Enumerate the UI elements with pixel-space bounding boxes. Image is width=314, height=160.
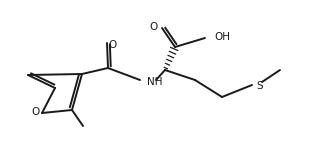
Text: OH: OH (214, 32, 230, 42)
Text: O: O (109, 40, 117, 50)
Text: NH: NH (147, 77, 163, 87)
Text: S: S (256, 81, 263, 91)
Text: O: O (150, 22, 158, 32)
Text: O: O (31, 107, 39, 117)
